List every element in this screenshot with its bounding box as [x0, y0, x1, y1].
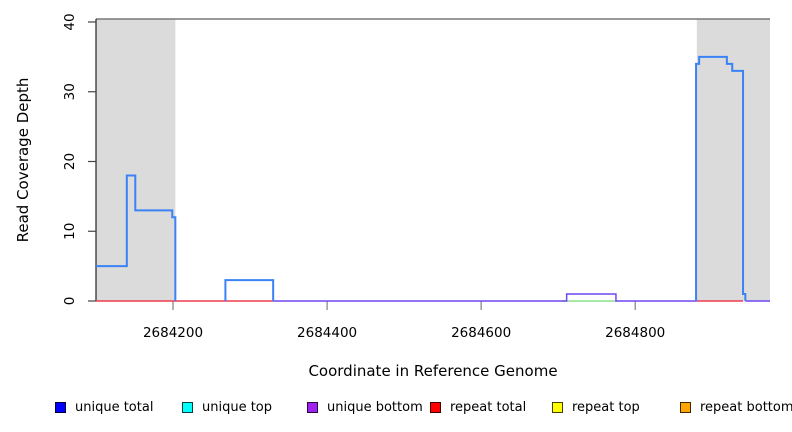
legend-item-repeat-bottom: repeat bottom — [680, 400, 792, 415]
repeat-bottom-swatch-icon — [680, 402, 691, 413]
series-line-unique-total — [96, 174, 177, 301]
legend-item-repeat-total: repeat total — [430, 400, 526, 415]
legend-label: unique total — [75, 400, 154, 415]
legend: unique total unique top unique bottom re… — [0, 400, 792, 422]
shaded-repeat-band — [696, 19, 770, 301]
x-tick-label: 2684800 — [605, 325, 665, 341]
legend-label: unique top — [202, 400, 273, 415]
series-line-unique-total — [695, 55, 747, 301]
legend-item-unique-top: unique top — [182, 400, 272, 415]
repeat-top-swatch-icon — [552, 402, 563, 413]
legend-label: repeat bottom — [700, 400, 792, 415]
unique-bottom-swatch-icon — [307, 402, 318, 413]
x-tick-label: 2684400 — [297, 325, 357, 341]
unique-top-swatch-icon — [182, 402, 193, 413]
legend-item-unique-bottom: unique bottom — [307, 400, 423, 415]
unique-total-swatch-icon — [55, 402, 66, 413]
legend-item-repeat-top: repeat top — [552, 400, 640, 415]
x-tick-label: 2684200 — [143, 325, 203, 341]
legend-label: repeat top — [572, 400, 640, 415]
repeat-total-swatch-icon — [430, 402, 441, 413]
x-tick-label: 2684600 — [451, 325, 511, 341]
x-axis-title: Coordinate in Reference Genome — [308, 362, 558, 380]
series-line-unique-bottom — [273, 293, 697, 302]
y-tick-label: 20 — [62, 153, 78, 170]
legend-item-unique-total: unique total — [55, 400, 153, 415]
y-tick-label: 0 — [62, 297, 78, 306]
legend-label: unique bottom — [327, 400, 423, 415]
shaded-repeat-band — [96, 19, 176, 301]
legend-label: repeat total — [450, 400, 527, 415]
y-tick-label: 40 — [62, 13, 78, 30]
y-tick-label: 30 — [62, 83, 78, 100]
series-line-unique-total — [224, 279, 275, 301]
y-tick-label: 10 — [62, 223, 78, 240]
